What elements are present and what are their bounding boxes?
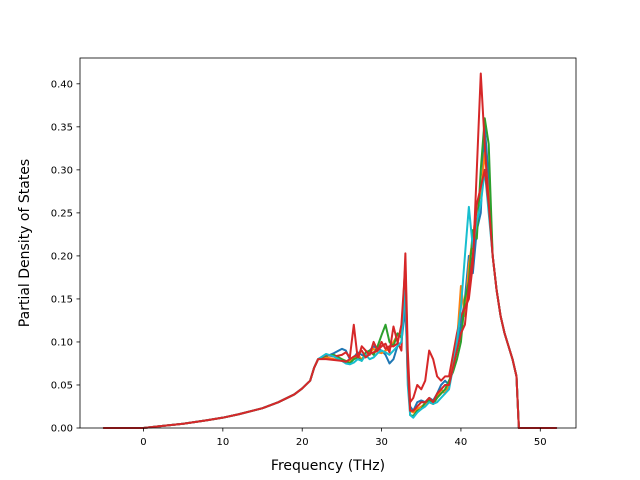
series-layer [102,72,558,429]
axes-frame [79,57,577,429]
y-tick-label: 0.00 [51,424,73,435]
y-tick-label: 0.25 [51,208,73,219]
y-tick-label: 0.15 [51,294,73,305]
x-tick-label: 30 [375,437,388,448]
x-tick-label: 40 [455,437,468,448]
y-tick-label: 0.40 [51,79,73,90]
y-tick-label: 0.35 [51,122,73,133]
x-tick-label: 20 [296,437,309,448]
y-tick-label: 0.30 [51,165,73,176]
x-axis-ticks: 0 10 20 30 40 50 [140,428,547,448]
y-tick-label: 0.20 [51,251,73,262]
y-axis-ticks: 0.00 0.05 0.10 0.15 0.20 0.25 0.30 0.35 0.40 [51,79,80,435]
x-tick-label: 10 [216,437,229,448]
plot-area [79,57,577,429]
y-tick-label: 0.10 [51,337,73,348]
y-axis-label: Partial Density of States [17,159,33,327]
x-tick-label: 0 [140,437,146,448]
pdos-series-line-6 [102,168,558,429]
x-axis-label: Frequency (THz) [271,458,385,474]
x-tick-label: 50 [534,437,547,448]
y-tick-label: 0.05 [51,380,73,391]
